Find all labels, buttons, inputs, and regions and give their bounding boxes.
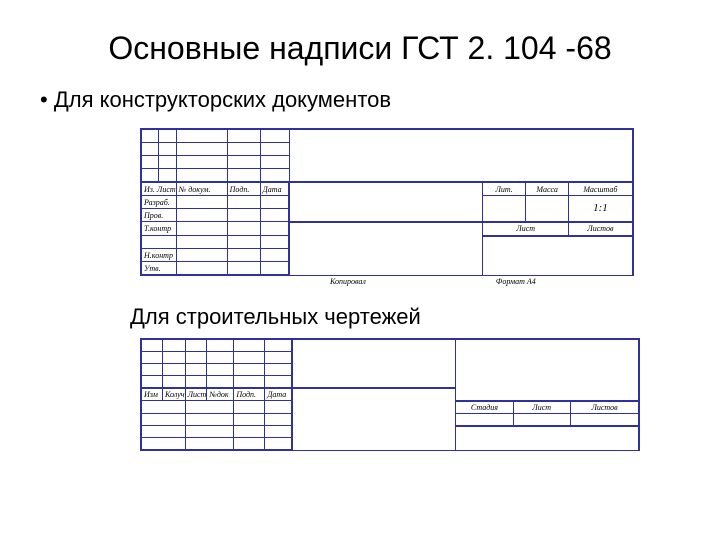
title-block-2: Изм Колуч Лист №док Подп. Дата Стадия Ли…	[140, 338, 680, 451]
c2-list: Лист	[185, 388, 207, 401]
label-kopiroval: Копировал	[330, 277, 366, 286]
cell-scale: 1:1	[569, 196, 633, 222]
bullet-1: Для конструкторских документов	[40, 87, 680, 113]
cell-data: Дата	[260, 182, 289, 196]
cell-tkontr: Т.контр	[141, 222, 176, 236]
cell-lit: Лит.	[483, 182, 526, 196]
c2-podp: Подп.	[234, 388, 265, 401]
cell-prov: Пров.	[141, 209, 176, 222]
c2-listov: Листов	[570, 401, 639, 414]
cell-masshtab: Масштаб	[569, 182, 633, 196]
cell-utv: Утв.	[141, 262, 176, 276]
c2-koluch: Колуч	[163, 388, 186, 401]
cell-razrab: Разраб.	[141, 196, 176, 209]
caption-2: Для строительных чертежей	[130, 304, 680, 330]
c2-data: Дата	[265, 388, 293, 401]
c2-ndok: №док	[207, 388, 234, 401]
slide-title: Основные надписи ГСТ 2. 104 -68	[40, 30, 680, 67]
cell-docnum: № докум.	[176, 182, 227, 196]
cell-list: Лист	[483, 222, 569, 236]
cell-nkontr: Н.контр	[141, 249, 176, 262]
cell-izm-list: Из. Лист	[141, 182, 176, 196]
cell-massa: Масса	[526, 182, 569, 196]
c2-izm: Изм	[141, 388, 163, 401]
cell-podp: Подп.	[227, 182, 260, 196]
label-format: Формат А4	[496, 277, 536, 286]
c2-list2: Лист	[513, 401, 570, 414]
cell-listov: Листов	[569, 222, 633, 236]
c2-stadia: Стадия	[456, 401, 513, 414]
title-block-1: Из. Лист № докум. Подп. Дата Лит. Масса …	[140, 128, 680, 286]
gost-table-1: Из. Лист № докум. Подп. Дата Лит. Масса …	[140, 128, 634, 276]
gost-table-2: Изм Колуч Лист №док Подп. Дата Стадия Ли…	[140, 338, 640, 451]
